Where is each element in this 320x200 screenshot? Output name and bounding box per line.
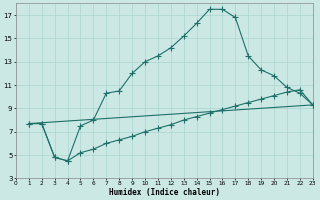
X-axis label: Humidex (Indice chaleur): Humidex (Indice chaleur) bbox=[109, 188, 220, 197]
